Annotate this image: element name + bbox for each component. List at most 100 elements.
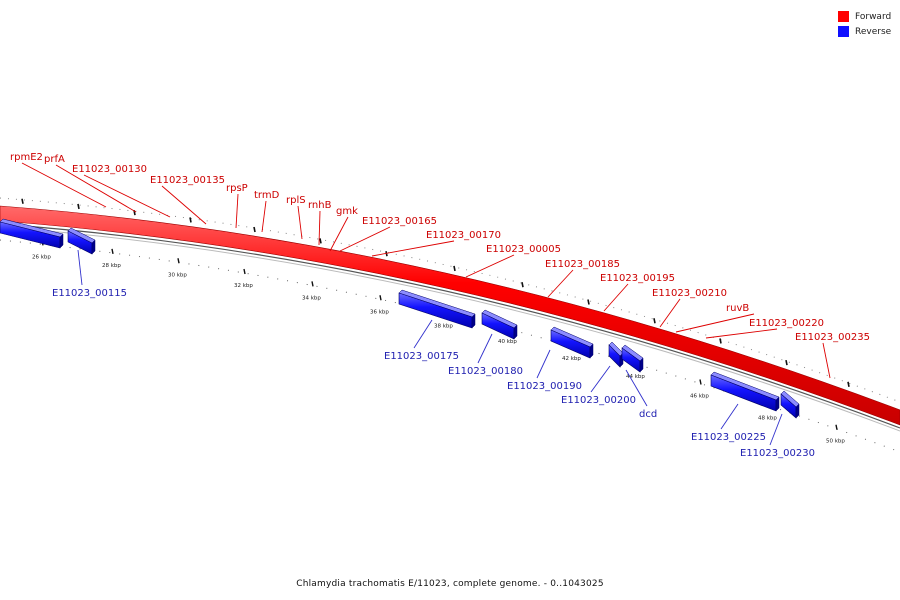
reverse-leader-line	[77, 249, 83, 286]
kbp-tick-label: 26 kbp	[32, 254, 51, 260]
legend-forward-label: Forward	[855, 11, 892, 22]
reverse-gene-label: E11023_00180	[448, 366, 523, 377]
backbone-rail	[0, 223, 900, 429]
forward-gene-label: rpsP	[226, 183, 248, 194]
scale-tick	[835, 424, 838, 430]
major-tick	[521, 282, 524, 288]
reverse-leader-line	[590, 365, 611, 393]
forward-gene-label: E11023_00210	[652, 288, 727, 299]
major-tick	[77, 203, 80, 210]
scale-tick	[699, 379, 702, 385]
major-tick	[21, 198, 24, 204]
reverse-gene-label: E11023_00115	[52, 288, 127, 299]
forward-gene-label: ruvB	[726, 303, 749, 314]
forward-leader-line	[21, 162, 107, 208]
kbp-tick-label: 30 kbp	[168, 272, 187, 278]
kbp-tick-label: 40 kbp	[498, 339, 517, 345]
map-footer: Chlamydia trachomatis E/11023, complete …	[296, 579, 604, 589]
kbp-tick-label: 28 kbp	[102, 263, 121, 269]
legend: Forward Reverse	[838, 9, 900, 39]
reverse-gene-label: E11023_00200	[561, 395, 636, 406]
kbp-tick-label: 42 kbp	[562, 356, 581, 362]
forward-leader-line	[261, 200, 267, 233]
forward-gene-label: gmk	[336, 206, 358, 217]
reverse-gene-label: dcd	[639, 409, 657, 420]
legend-reverse: Reverse	[838, 24, 900, 39]
kbp-tick-label: 34 kbp	[302, 295, 321, 301]
forward-strand-band	[0, 205, 900, 426]
scale-tick	[311, 281, 314, 287]
backbone-rail-inner	[0, 226, 900, 432]
reverse-labels: E11023_00115 E11023_00175 E11023_00180 E110…	[52, 249, 815, 459]
reverse-leader-line	[536, 349, 551, 379]
scale-tick	[111, 248, 114, 255]
forward-gene-label: E11023_00135	[150, 175, 225, 186]
legend-reverse-label: Reverse	[855, 26, 892, 37]
legend-forward: Forward	[838, 9, 900, 24]
forward-gene-label: E11023_00170	[426, 230, 501, 241]
forward-leader-line	[659, 298, 681, 328]
reverse-gene[interactable]	[67, 227, 96, 255]
kbp-tick-label: 50 kbp	[826, 439, 845, 445]
reverse-genes	[0, 218, 800, 419]
forward-gene-label: rnhB	[308, 200, 332, 211]
major-tick	[653, 318, 656, 324]
forward-gene-label: rplS	[286, 195, 306, 206]
kbp-scale-ticks: 26 kbp 28 kbp 30 kbp 32 kbp 34 kbp 36 kbp 38 k…	[32, 240, 845, 445]
reverse-gene[interactable]	[481, 309, 518, 340]
major-tick	[587, 299, 590, 305]
forward-leader-line	[675, 313, 755, 333]
reverse-leader-line	[720, 403, 739, 430]
forward-leader-line	[603, 283, 629, 312]
major-tick	[847, 381, 850, 387]
forward-gene-label: rpmE2	[10, 152, 43, 163]
forward-leader-line	[318, 210, 321, 246]
forward-gene-label: E11023_00165	[362, 216, 437, 227]
scale-tick	[379, 295, 382, 301]
reverse-gene[interactable]	[710, 371, 780, 412]
forward-leader-line	[465, 254, 515, 278]
reverse-gene[interactable]	[621, 344, 644, 373]
forward-gene-label: E11023_00235	[795, 332, 870, 343]
forward-leader-line	[55, 164, 137, 213]
forward-gene-label: trmD	[254, 190, 280, 201]
forward-leader-line	[161, 185, 207, 225]
forward-leader-line	[705, 328, 778, 339]
kbp-tick-label: 38 kbp	[434, 324, 453, 330]
forward-leader-line	[371, 240, 455, 257]
forward-gene-label: E11023_00005	[486, 244, 561, 255]
forward-gene-label: E11023_00130	[72, 164, 147, 175]
reverse-leader-line	[413, 319, 433, 349]
reverse-gene[interactable]	[398, 289, 476, 329]
forward-leader-line	[339, 226, 391, 252]
forward-gene-label: prfA	[44, 154, 65, 165]
reverse-gene-label: E11023_00190	[507, 381, 582, 392]
kbp-tick-label: 46 kbp	[690, 393, 709, 399]
forward-leader-line	[329, 216, 349, 252]
major-tick	[453, 265, 456, 272]
reverse-leader-line	[625, 369, 648, 407]
reverse-gene[interactable]	[780, 390, 800, 419]
reverse-gene-label: E11023_00225	[691, 432, 766, 443]
major-tick	[189, 217, 192, 223]
reverse-gene[interactable]	[608, 341, 624, 368]
kbp-tick-label: 44 kbp	[626, 374, 645, 380]
major-tick	[319, 238, 322, 244]
reverse-gene-label: E11023_00230	[740, 448, 815, 459]
forward-swatch	[838, 11, 849, 22]
major-tick	[785, 359, 788, 366]
forward-gene-label: E11023_00220	[749, 318, 824, 329]
forward-leader-line	[822, 342, 831, 379]
kbp-tick-label: 32 kbp	[234, 283, 253, 289]
reverse-leader-line	[477, 333, 493, 364]
reverse-swatch	[838, 26, 849, 37]
forward-leader-line	[235, 193, 239, 229]
forward-leader-line	[297, 205, 303, 240]
reverse-gene[interactable]	[0, 218, 64, 249]
reverse-gene[interactable]	[550, 326, 594, 359]
forward-gene-label: E11023_00185	[545, 259, 620, 270]
forward-leader-line	[547, 269, 574, 298]
forward-gene-label: E11023_00195	[600, 273, 675, 284]
